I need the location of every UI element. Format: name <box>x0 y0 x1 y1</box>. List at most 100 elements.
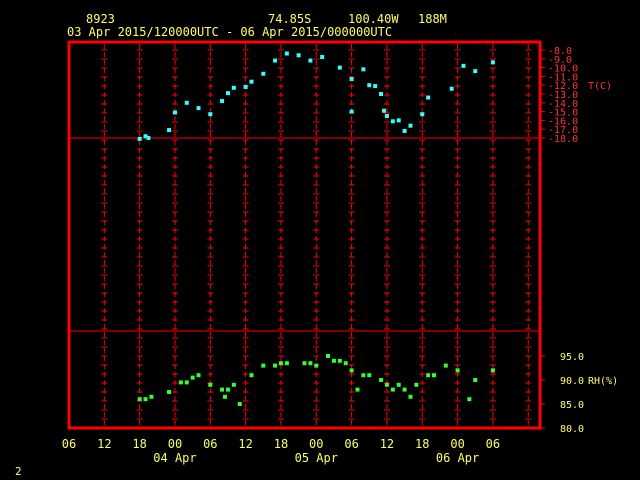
temperature-point <box>143 134 148 139</box>
temperature-point <box>379 92 384 96</box>
rh-y-tick-label: 95.0 <box>560 352 584 363</box>
x-date-label: 04 Apr <box>153 451 196 465</box>
temp-y-tick-label: -9.0 <box>548 55 572 66</box>
x-tick-label: 06 <box>62 437 76 451</box>
rh-point <box>384 382 389 387</box>
station-lat: 74.85S <box>268 12 312 26</box>
temperature-point <box>349 77 354 82</box>
rh-point <box>208 382 213 387</box>
x-tick-label: 00 <box>309 437 323 451</box>
temperature-point <box>373 84 378 89</box>
rh-axis-label: RH(%) <box>588 376 618 387</box>
x-date-label: 05 Apr <box>295 451 338 465</box>
rh-point <box>225 387 230 392</box>
rh-point <box>337 358 342 363</box>
temp-y-tick-label: -12.0 <box>548 81 578 92</box>
rh-point <box>402 387 407 392</box>
rh-point <box>149 394 154 399</box>
page-number: 2 <box>15 465 22 478</box>
x-tick-label: 06 <box>344 437 358 451</box>
temperature-point <box>249 79 254 84</box>
temperature-point <box>196 106 201 111</box>
temperature-point <box>384 114 389 118</box>
rh-point <box>237 402 242 406</box>
x-tick-label: 12 <box>97 437 111 451</box>
rh-point <box>273 363 278 368</box>
temperature-point <box>261 71 266 76</box>
temp-y-tick-label: -11.0 <box>548 72 578 83</box>
temp-y-tick-label: -17.0 <box>548 125 578 136</box>
rh-point <box>443 363 448 368</box>
rh-point <box>490 368 495 373</box>
rh-point <box>326 354 331 358</box>
rh-point <box>143 397 148 402</box>
x-tick-label: 12 <box>380 437 394 451</box>
rh-point <box>396 382 401 387</box>
rh-point <box>367 373 372 378</box>
temperature-point <box>390 119 395 124</box>
rh-point <box>426 373 431 378</box>
rh-point <box>308 361 313 366</box>
rh-point <box>349 368 354 373</box>
rh-point <box>343 361 348 366</box>
temperature-point <box>408 123 413 128</box>
x-tick-label: 12 <box>238 437 252 451</box>
rh-point <box>184 380 189 385</box>
rh-point <box>302 361 307 366</box>
temperature-point <box>426 95 431 100</box>
temperature-point <box>231 85 236 90</box>
temperature-point <box>420 112 425 117</box>
temperature-point <box>461 63 466 68</box>
rh-point <box>196 373 201 378</box>
x-tick-label: 18 <box>274 437 288 451</box>
rh-point <box>178 380 183 385</box>
rh-point <box>167 390 172 394</box>
x-tick-label: 18 <box>415 437 429 451</box>
station-lon: 100.40W <box>348 12 399 26</box>
rh-point <box>467 397 472 402</box>
rh-point <box>223 394 228 399</box>
rh-point <box>408 394 413 399</box>
temperature-point <box>367 83 372 88</box>
rh-point <box>414 382 419 387</box>
rh-point <box>432 373 437 378</box>
temperature-point <box>273 58 278 63</box>
temp-y-tick-label: -18.0 <box>548 134 578 145</box>
rh-point <box>361 373 366 378</box>
temperature-point <box>225 91 230 96</box>
temp-y-tick-label: -13.0 <box>548 90 578 101</box>
station-elev: 188M <box>418 12 447 26</box>
rh-point <box>355 387 360 392</box>
temperature-point <box>137 136 142 141</box>
plot-frame <box>67 40 542 430</box>
temperature-point <box>167 128 172 133</box>
temperature-point <box>243 84 248 89</box>
temperature-point <box>402 128 407 133</box>
rh-y-tick-label: 85.0 <box>560 400 584 411</box>
x-tick-label: 00 <box>168 437 182 451</box>
temperature-point <box>449 86 454 91</box>
rh-point <box>473 378 478 382</box>
rh-point <box>390 387 395 392</box>
rh-point <box>220 387 225 392</box>
temperature-point <box>337 65 342 70</box>
x-tick-label: 06 <box>486 437 500 451</box>
temperature-point <box>490 60 495 65</box>
temp-axis-label: T(C) <box>588 81 612 92</box>
rh-point <box>249 373 254 378</box>
temperature-point <box>284 51 289 56</box>
time-period: 03 Apr 2015/120000UTC - 06 Apr 2015/0000… <box>67 25 393 39</box>
temperature-point <box>296 53 301 58</box>
temperature-point <box>172 110 177 115</box>
station-id: 8923 <box>86 12 115 26</box>
temp-y-tick-label: -14.0 <box>548 99 578 110</box>
temperature-point <box>320 55 325 60</box>
temperature-point <box>146 136 151 140</box>
rh-point <box>314 363 319 368</box>
rh-point <box>331 358 336 363</box>
temp-y-tick-label: -16.0 <box>548 116 578 127</box>
rh-point <box>190 375 195 380</box>
rh-y-tick-label: 80.0 <box>560 424 584 435</box>
x-date-label: 06 Apr <box>436 451 479 465</box>
